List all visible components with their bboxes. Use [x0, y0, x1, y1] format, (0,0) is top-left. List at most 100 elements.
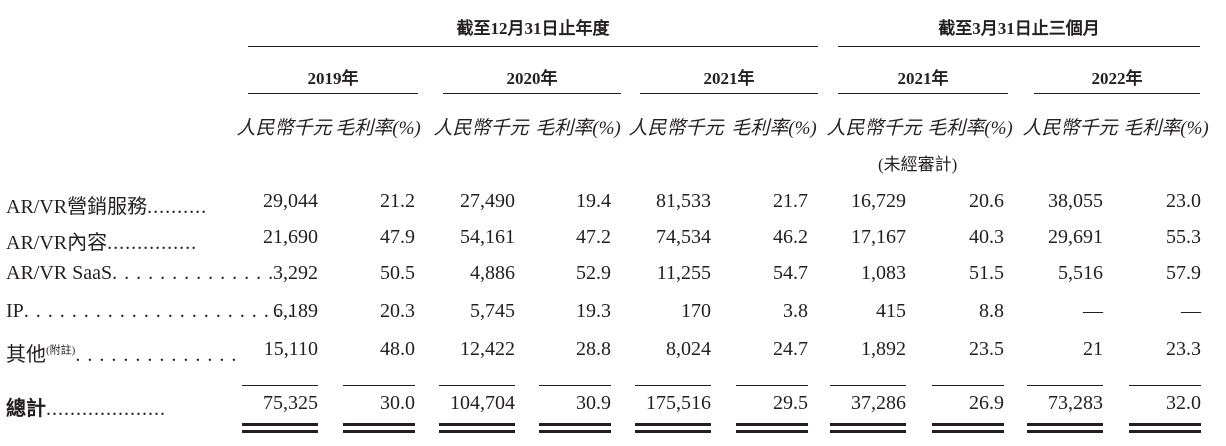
year-end-group-rule: [248, 46, 818, 47]
cell-margin: 21.2: [380, 190, 415, 212]
cell-amount: 5,516: [1058, 262, 1103, 284]
cell-margin: 47.9: [380, 226, 415, 248]
subtotal-rule: [932, 385, 1004, 386]
unit-rmb-2021-year: 人民幣千元: [628, 118, 724, 139]
total-double-rule: [242, 423, 318, 433]
cell-amount: 1,892: [861, 338, 906, 360]
cell-amount: 12,422: [460, 338, 515, 360]
cell-margin: 47.2: [576, 226, 611, 248]
subtotal-rule: [539, 385, 611, 386]
row-label-note: (附註): [46, 344, 76, 357]
period-rule-2022-quarter: [1034, 93, 1200, 94]
cell-amount: 29,044: [263, 190, 318, 212]
period-rule-2021-quarter: [838, 93, 1008, 94]
cell-margin: 52.9: [576, 262, 611, 284]
subtotal-rule: [1129, 385, 1201, 386]
total-double-rule: [1129, 423, 1201, 433]
cell-amount: 15,110: [263, 338, 318, 360]
cell-amount: 21: [1083, 338, 1103, 360]
subtotal-rule: [830, 385, 906, 386]
leader-dots: ...............: [107, 232, 198, 254]
cell-margin: 8.8: [979, 300, 1004, 322]
cell-amount: 16,729: [851, 190, 906, 212]
cell-margin: 20.3: [380, 300, 415, 322]
cell-amount: 170: [681, 300, 711, 322]
total-double-rule: [830, 423, 906, 433]
leader-dots: ..........: [147, 196, 208, 218]
period-rule-2019: [248, 93, 418, 94]
cell-amount: 37,286: [851, 392, 906, 414]
unit-margin-2020: 毛利率(%): [535, 118, 621, 139]
unit-rmb-2019: 人民幣千元: [236, 118, 332, 139]
unit-rmb-2022-quarter: 人民幣千元: [1022, 118, 1118, 139]
row-label: AR/VR SaaS. . . . . . . . . . . . . .: [6, 262, 274, 285]
cell-margin: 19.3: [576, 300, 611, 322]
cell-amount: 6,189: [273, 300, 318, 322]
total-double-rule: [439, 423, 515, 433]
unit-margin-2019: 毛利率(%): [335, 118, 421, 139]
cell-amount: 29,691: [1048, 226, 1103, 248]
cell-amount: 1,083: [861, 262, 906, 284]
cell-margin: 23.5: [969, 338, 1004, 360]
period-header-2020: 2020年: [506, 69, 558, 88]
total-double-rule: [1027, 423, 1103, 433]
subtotal-rule: [635, 385, 711, 386]
row-label-text: 其他: [6, 344, 46, 366]
cell-margin: 20.6: [969, 190, 1004, 212]
cell-amount: 3,292: [273, 262, 318, 284]
row-label: AR/VR營銷服務..........: [6, 190, 207, 219]
cell-amount: 4,886: [470, 262, 515, 284]
cell-margin: 3.8: [783, 300, 808, 322]
cell-amount: 11,255: [656, 262, 711, 284]
subtotal-rule: [1027, 385, 1103, 386]
unit-rmb-2020: 人民幣千元: [433, 118, 529, 139]
total-double-rule: [343, 423, 415, 433]
cell-margin: 54.7: [773, 262, 808, 284]
leader-dots: . . . . . . . . . . . . . . . . . . . . …: [23, 300, 294, 322]
cell-margin: 40.3: [969, 226, 1004, 248]
subtotal-rule: [343, 385, 415, 386]
cell-margin: 57.9: [1166, 262, 1201, 284]
cell-amount: 75,325: [263, 392, 318, 414]
subtotal-rule: [736, 385, 808, 386]
cell-margin: 28.8: [576, 338, 611, 360]
cell-margin: 26.9: [969, 392, 1004, 414]
period-header-2021-year: 2021年: [703, 69, 755, 88]
leader-dots: . . . . . . . . . . . . . .: [112, 262, 275, 284]
row-label-text: AR/VR內容: [6, 232, 108, 254]
cell-margin: 55.3: [1166, 226, 1201, 248]
period-header-2019: 2019年: [307, 69, 359, 88]
three-month-group-header: 截至3月31日止三個月: [938, 19, 1100, 38]
period-rule-2020: [443, 93, 621, 94]
three-month-group-rule: [838, 46, 1200, 47]
subtotal-rule: [439, 385, 515, 386]
row-label-text: 總計: [6, 398, 46, 420]
total-double-rule: [539, 423, 611, 433]
cell-margin: 29.5: [773, 392, 808, 414]
unaudited-note: (未經審計): [878, 155, 958, 174]
cell-margin: 23.3: [1166, 338, 1201, 360]
cell-amount: 38,055: [1048, 190, 1103, 212]
total-double-rule: [635, 423, 711, 433]
cell-margin: 48.0: [380, 338, 415, 360]
cell-margin: 23.0: [1166, 190, 1201, 212]
cell-amount: 81,533: [656, 190, 711, 212]
cell-margin: 50.5: [380, 262, 415, 284]
cell-amount: 21,690: [263, 226, 318, 248]
row-label: 其他(附註). . . . . . . . . . . . . .: [6, 338, 237, 367]
unit-margin-2021-year: 毛利率(%): [731, 118, 817, 139]
unit-margin-2022-quarter: 毛利率(%): [1123, 118, 1209, 139]
period-header-2021-quarter: 2021年: [897, 69, 949, 88]
total-double-rule: [736, 423, 808, 433]
cell-margin: 19.4: [576, 190, 611, 212]
total-double-rule: [932, 423, 1004, 433]
row-label: IP. . . . . . . . . . . . . . . . . . . …: [6, 300, 294, 323]
cell-margin: 24.7: [773, 338, 808, 360]
cell-amount: 27,490: [460, 190, 515, 212]
cell-amount: 104,704: [450, 392, 515, 414]
cell-margin: 46.2: [773, 226, 808, 248]
row-label-text: AR/VR SaaS: [6, 262, 113, 284]
cell-amount: 74,534: [656, 226, 711, 248]
year-end-group-header: 截至12月31日止年度: [456, 19, 610, 38]
cell-amount: 54,161: [460, 226, 515, 248]
